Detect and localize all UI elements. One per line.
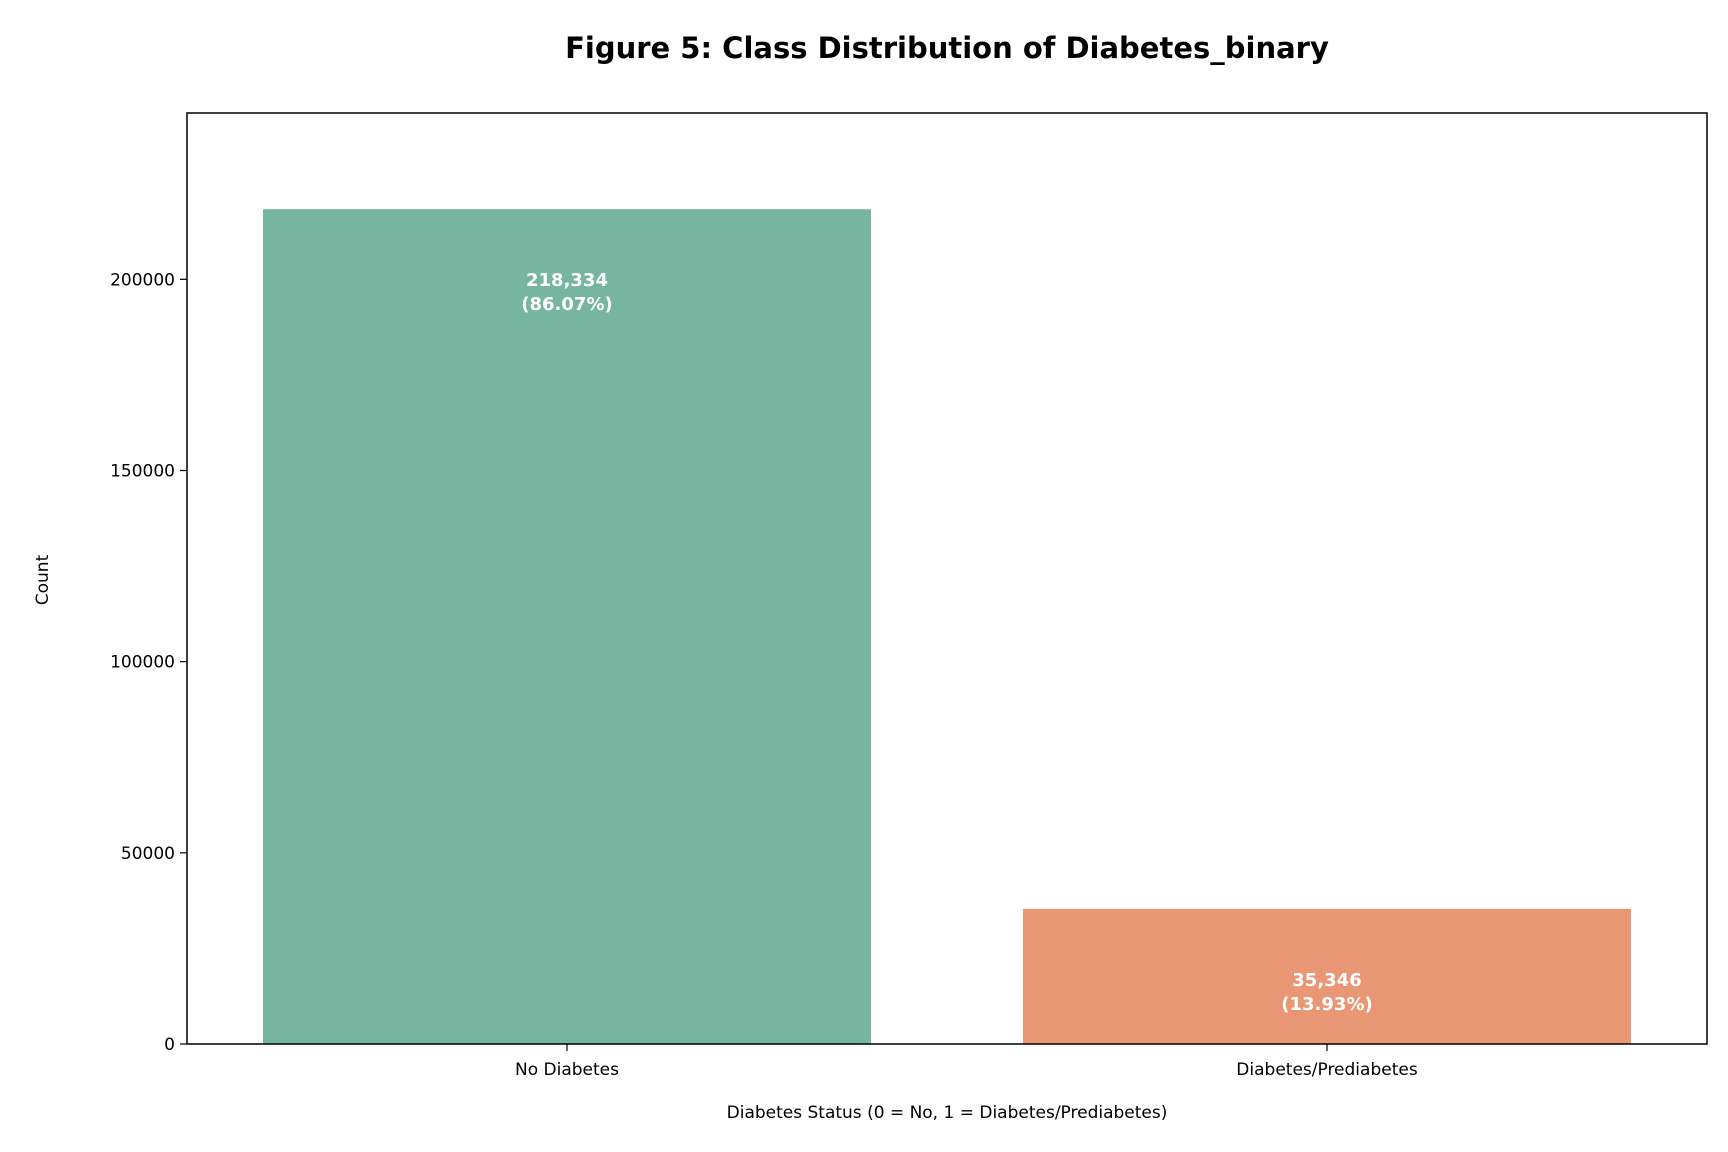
data-label-percent: (86.07%) xyxy=(521,294,612,315)
y-tick-label: 100000 xyxy=(110,653,175,673)
y-tick-label: 150000 xyxy=(110,461,175,481)
axes-frame xyxy=(186,112,1708,1045)
y-tick-label: 50000 xyxy=(121,844,175,864)
y-tick-label: 0 xyxy=(164,1035,175,1055)
data-label-percent: (13.93%) xyxy=(1281,994,1372,1015)
data-label-count: 218,334 xyxy=(526,270,608,291)
chart-title: Figure 5: Class Distribution of Diabetes… xyxy=(565,31,1329,65)
x-tick-label: No Diabetes xyxy=(515,1060,619,1080)
bar-0 xyxy=(263,209,871,1044)
bar-1 xyxy=(1023,908,1631,1044)
data-label-count: 35,346 xyxy=(1292,970,1361,991)
y-axis-label: Count xyxy=(33,554,53,605)
y-tick-label: 200000 xyxy=(110,270,175,290)
x-axis-label: Diabetes Status (0 = No, 1 = Diabetes/Pr… xyxy=(727,1103,1168,1123)
x-tick-label: Diabetes/Prediabetes xyxy=(1236,1060,1418,1080)
